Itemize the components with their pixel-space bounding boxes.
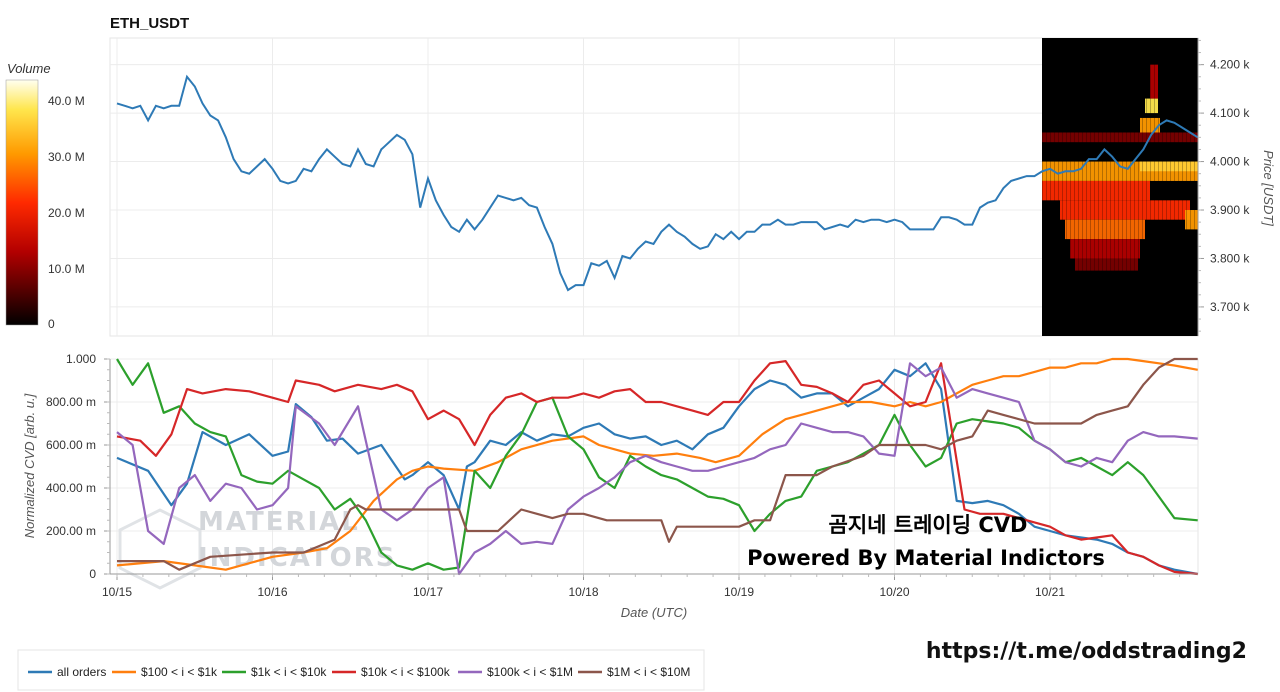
x-tick-label: 10/19 xyxy=(724,585,754,599)
legend-label: $1k < i < $10k xyxy=(251,665,327,679)
price-axis-label: Price [USDT] xyxy=(1261,150,1276,226)
watermark-line2: Powered By Material Indictors xyxy=(747,546,1105,570)
price-series-line xyxy=(116,74,1199,292)
x-axis-label: Date (UTC) xyxy=(621,605,687,620)
x-tick-label: 10/15 xyxy=(102,585,132,599)
cvd-tick-label: 1.000 xyxy=(66,352,96,366)
colorbar-tick: 30.0 M xyxy=(48,150,85,164)
price-tick-label: 4.200 k xyxy=(1210,58,1250,72)
cvd-tick-label: 400.00 m xyxy=(46,481,96,495)
legend-label: all orders xyxy=(57,665,106,679)
price-tick-label: 4.100 k xyxy=(1210,106,1250,120)
legend-label: $1M < i < $10M xyxy=(607,665,690,679)
cvd-tick-label: 600.00 m xyxy=(46,438,96,452)
x-tick-label: 10/18 xyxy=(568,585,598,599)
telegram-url[interactable]: https://t.me/oddstrading2 xyxy=(926,639,1247,664)
x-tick-label: 10/21 xyxy=(1035,585,1065,599)
price-tick-label: 3.900 k xyxy=(1210,203,1250,217)
colorbar-tick: 0 xyxy=(48,317,55,331)
x-tick-label: 10/20 xyxy=(879,585,909,599)
legend-label: $100 < i < $1k xyxy=(141,665,218,679)
x-tick-label: 10/17 xyxy=(413,585,443,599)
cvd-series-line xyxy=(116,358,1198,571)
colorbar-title: Volume xyxy=(7,61,51,76)
cvd-tick-label: 800.00 m xyxy=(46,395,96,409)
chart-title: ETH_USDT xyxy=(110,15,189,32)
x-tick-label: 10/16 xyxy=(257,585,287,599)
price-tick-label: 3.700 k xyxy=(1210,300,1250,314)
cvd-series-line xyxy=(116,357,1198,571)
volume-colorbar: Volume 40.0 M 30.0 M 20.0 M 10.0 M 0 xyxy=(5,61,85,331)
price-tick-label: 4.000 k xyxy=(1210,155,1250,169)
cvd-axis-label: Normalized CVD [arb. u.] xyxy=(22,393,37,538)
watermark-line1: 곰지네 트레이딩 CVD xyxy=(829,513,1028,537)
cvd-series-line xyxy=(117,357,1198,571)
volume-heatmap xyxy=(1042,38,1198,336)
price-tick-label: 3.800 k xyxy=(1210,251,1250,265)
colorbar-tick: 40.0 M xyxy=(48,94,85,108)
cvd-tick-label: 200.00 m xyxy=(46,524,96,538)
brand-line1: MATERIAL xyxy=(198,507,360,537)
cvd-tick-label: 0 xyxy=(89,567,96,581)
cvd-series-line xyxy=(116,360,1198,576)
cvd-series-line xyxy=(116,362,1198,576)
colorbar-tick: 20.0 M xyxy=(48,206,85,220)
colorbar-tick: 10.0 M xyxy=(48,262,85,276)
legend: all orders $100 < i < $1k $1k < i < $10k $1… xyxy=(17,649,705,691)
price-panel: 3.700 k 3.800 k 3.900 k 4.000 k 4.100 k 4.200… xyxy=(109,37,1276,337)
legend-label: $100k < i < $1M xyxy=(487,665,573,679)
legend-label: $10k < i < $100k xyxy=(361,665,451,679)
cvd-series-line xyxy=(116,362,1198,576)
